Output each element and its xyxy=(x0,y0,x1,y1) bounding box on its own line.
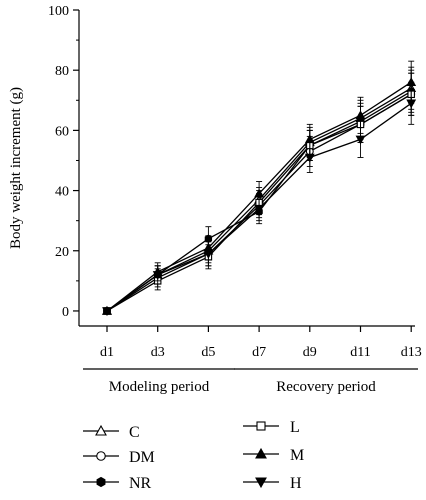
legend-label: H xyxy=(290,475,302,492)
y-tick-label: 40 xyxy=(55,185,69,200)
legend-item-dm: DM xyxy=(83,449,155,466)
legend-label: M xyxy=(290,447,304,464)
y-tick-label: 0 xyxy=(62,305,69,320)
legend-marker xyxy=(96,451,106,461)
x-tick-label: d13 xyxy=(401,345,422,360)
x-tick-label: d9 xyxy=(303,345,317,360)
data-point xyxy=(203,250,214,259)
data-point xyxy=(152,271,163,280)
y-tick-label: 60 xyxy=(55,124,69,139)
period-label: Modeling period xyxy=(109,379,210,395)
legend-item-nr: NR xyxy=(83,475,152,492)
legend-item-m: M xyxy=(243,447,304,464)
y-tick-label: 100 xyxy=(48,4,69,19)
legend-item-h: H xyxy=(243,475,302,492)
data-point xyxy=(102,307,112,317)
legend-label: DM xyxy=(129,449,155,466)
y-axis-title: Body weight increment (g) xyxy=(8,87,24,249)
legend-label: NR xyxy=(129,475,152,492)
x-tick-label: d7 xyxy=(252,345,266,360)
x-tick-label: d1 xyxy=(100,345,114,360)
series-m xyxy=(102,60,417,315)
legend-marker xyxy=(96,476,106,488)
legend-label: C xyxy=(129,424,140,441)
legend-marker xyxy=(255,477,267,489)
x-tick-label: d5 xyxy=(201,345,215,360)
y-tick-label: 80 xyxy=(55,64,69,79)
data-point xyxy=(304,153,315,163)
legend-item-l: L xyxy=(243,419,300,436)
legend-marker xyxy=(95,424,107,436)
x-tick-label: d11 xyxy=(350,345,370,360)
legend-marker xyxy=(255,447,267,459)
period-label: Recovery period xyxy=(276,379,376,395)
data-point xyxy=(355,110,366,120)
series-h xyxy=(102,81,417,317)
legend-label: L xyxy=(290,419,300,436)
legend-item-c: C xyxy=(83,424,140,441)
data-point xyxy=(406,99,417,109)
data-point xyxy=(355,135,366,145)
data-point xyxy=(254,204,265,214)
x-tick-label: d3 xyxy=(151,345,165,360)
y-tick-label: 20 xyxy=(55,245,69,260)
legend-marker xyxy=(256,421,266,431)
